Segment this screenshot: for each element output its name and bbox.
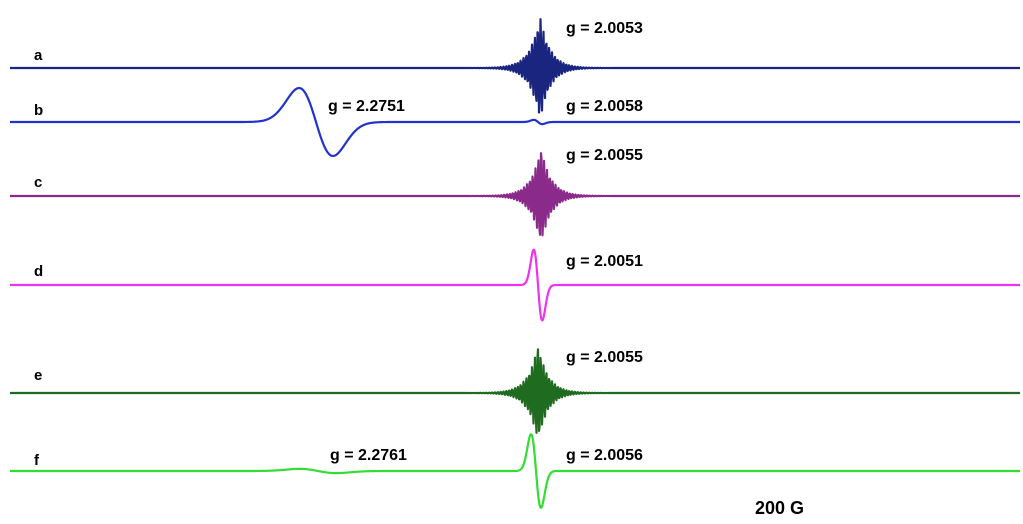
g-value-label-b-1: g = 2.2751 [328, 98, 405, 115]
scale-bar-label: 200 G [755, 498, 804, 518]
g-value-label-c-1: g = 2.0055 [566, 147, 643, 164]
spectrum-line-e [9, 348, 1021, 434]
trace-label-e: e [34, 367, 42, 384]
spectrum-line-d [9, 248, 1021, 322]
spectrum-line-f [9, 433, 1021, 509]
g-value-label-d-1: g = 2.0051 [566, 253, 643, 270]
g-value-label-e-1: g = 2.0055 [566, 349, 643, 366]
spectrum-line-b [9, 86, 1021, 158]
trace-label-d: d [34, 263, 43, 280]
trace-label-f: f [34, 452, 40, 469]
trace-label-c: c [34, 174, 42, 191]
spectrum-line-a [9, 18, 1021, 114]
trace-label-a: a [34, 47, 43, 64]
g-value-label-f-1: g = 2.2761 [330, 447, 407, 464]
spectrum-line-c [9, 152, 1021, 237]
g-value-label-a-1: g = 2.0053 [566, 20, 643, 37]
spectra-traces [9, 18, 1021, 509]
g-value-label-b-2: g = 2.0058 [566, 98, 643, 115]
g-value-label-f-2: g = 2.0056 [566, 447, 643, 464]
spectra-labels: a g = 2.0053 b g = 2.2751 g = 2.0058 c g = 2.0… [34, 20, 643, 469]
trace-label-b: b [34, 102, 43, 119]
